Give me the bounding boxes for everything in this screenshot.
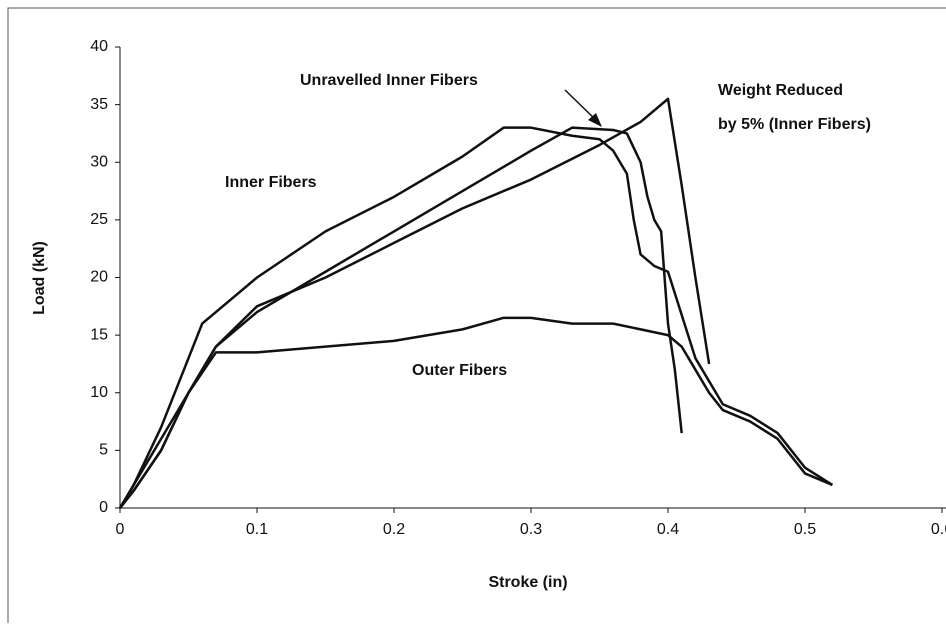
y-tick-label: 35 <box>90 96 108 113</box>
x-axis-label: Stroke (in) <box>488 574 567 591</box>
annotation: by 5% (Inner Fibers) <box>718 116 871 133</box>
x-tick-label: 0.3 <box>520 521 542 538</box>
y-tick-label: 40 <box>90 38 108 55</box>
x-tick-label: 0 <box>116 521 125 538</box>
x-tick-label: 0.4 <box>657 521 679 538</box>
annotation: Weight Reduced <box>718 82 843 99</box>
annotation: Outer Fibers <box>412 362 507 379</box>
y-tick-label: 20 <box>90 269 108 286</box>
x-tick-label: 0.1 <box>246 521 268 538</box>
series-line <box>119 126 683 509</box>
y-tick-label: 25 <box>90 211 108 228</box>
y-tick-label: 15 <box>90 326 108 343</box>
x-tick-label: 0.2 <box>383 521 405 538</box>
chart-frame <box>7 7 946 628</box>
y-tick-label: 30 <box>90 153 108 170</box>
x-tick-label: 0.5 <box>794 521 816 538</box>
annotation: Inner Fibers <box>225 174 317 191</box>
y-tick-label: 10 <box>90 384 108 401</box>
y-tick-label: 0 <box>99 499 108 516</box>
series-line <box>118 126 834 509</box>
y-tick-label: 5 <box>99 442 108 459</box>
series-line <box>118 316 833 509</box>
series-line <box>119 97 711 509</box>
annotation: Unravelled Inner Fibers <box>300 72 478 89</box>
x-tick-label: 0.6 <box>931 521 946 538</box>
y-axis-label: Load (kN) <box>31 241 48 315</box>
arrow-head <box>588 113 602 127</box>
